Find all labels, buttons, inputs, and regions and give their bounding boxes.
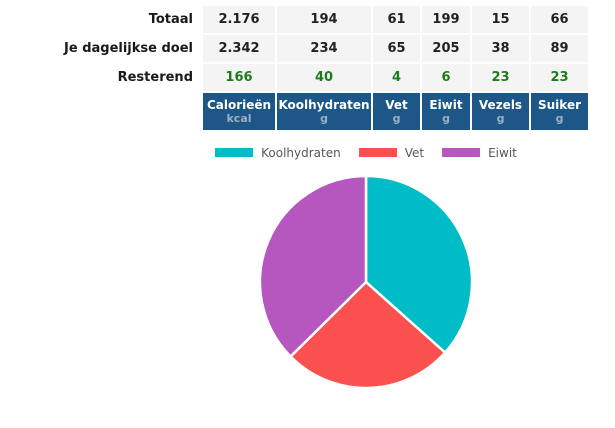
cell-total-carbs: 194 xyxy=(277,6,371,33)
cell-goal-fat: 65 xyxy=(373,35,420,62)
cell-remaining-calories: 166 xyxy=(203,64,275,91)
cell-goal-carbs: 234 xyxy=(277,35,371,62)
cell-goal-fiber: 38 xyxy=(472,35,529,62)
column-header-protein: Eiwit g xyxy=(422,93,470,130)
column-header-fat: Vet g xyxy=(373,93,420,130)
row-label-remaining: Resterend xyxy=(117,70,193,85)
cell-remaining-fat: 4 xyxy=(373,64,420,91)
table-corner-spacer xyxy=(0,93,201,130)
column-header-carbs: Koolhydraten g xyxy=(277,93,371,130)
column-header-sugar: Suiker g xyxy=(531,93,588,130)
pie-slice-vet xyxy=(289,280,447,390)
legend-item-fat: Vet xyxy=(358,146,424,160)
cell-total-sugar: 66 xyxy=(531,6,588,33)
cell-remaining-sugar: 23 xyxy=(531,64,588,91)
cell-total-fat: 61 xyxy=(373,6,420,33)
column-header-calories: Calorieën kcal xyxy=(203,93,275,130)
macro-pie-chart-section: Koolhydraten Vet Eiwit xyxy=(116,145,615,395)
pie-slice-koolhydraten xyxy=(364,174,474,354)
row-label-daily-goal: Je dagelijkse doel xyxy=(64,41,193,56)
cell-goal-sugar: 89 xyxy=(531,35,588,62)
cell-total-fiber: 15 xyxy=(472,6,529,33)
protein-legend-swatch-icon xyxy=(442,148,481,157)
cell-remaining-protein: 6 xyxy=(422,64,470,91)
cell-remaining-carbs: 40 xyxy=(277,64,371,91)
cell-goal-calories: 2.342 xyxy=(203,35,275,62)
pie-chart xyxy=(257,173,475,395)
nutrition-summary-table: Totaal 2.176 194 61 199 15 66 Je dagelij… xyxy=(0,6,588,130)
pie-legend: Koolhydraten Vet Eiwit xyxy=(215,145,517,160)
cell-remaining-fiber: 23 xyxy=(472,64,529,91)
cell-total-protein: 199 xyxy=(422,6,470,33)
fat-legend-swatch-icon xyxy=(358,148,397,157)
row-label-total: Totaal xyxy=(148,12,193,27)
column-header-fiber: Vezels g xyxy=(472,93,529,130)
pie-slice-eiwit xyxy=(258,174,368,358)
carbs-legend-swatch-icon xyxy=(215,148,254,157)
legend-item-carbs: Koolhydraten xyxy=(215,146,341,160)
pie-chart-svg xyxy=(258,174,474,390)
legend-item-protein: Eiwit xyxy=(442,146,517,160)
cell-goal-protein: 205 xyxy=(422,35,470,62)
cell-total-calories: 2.176 xyxy=(203,6,275,33)
